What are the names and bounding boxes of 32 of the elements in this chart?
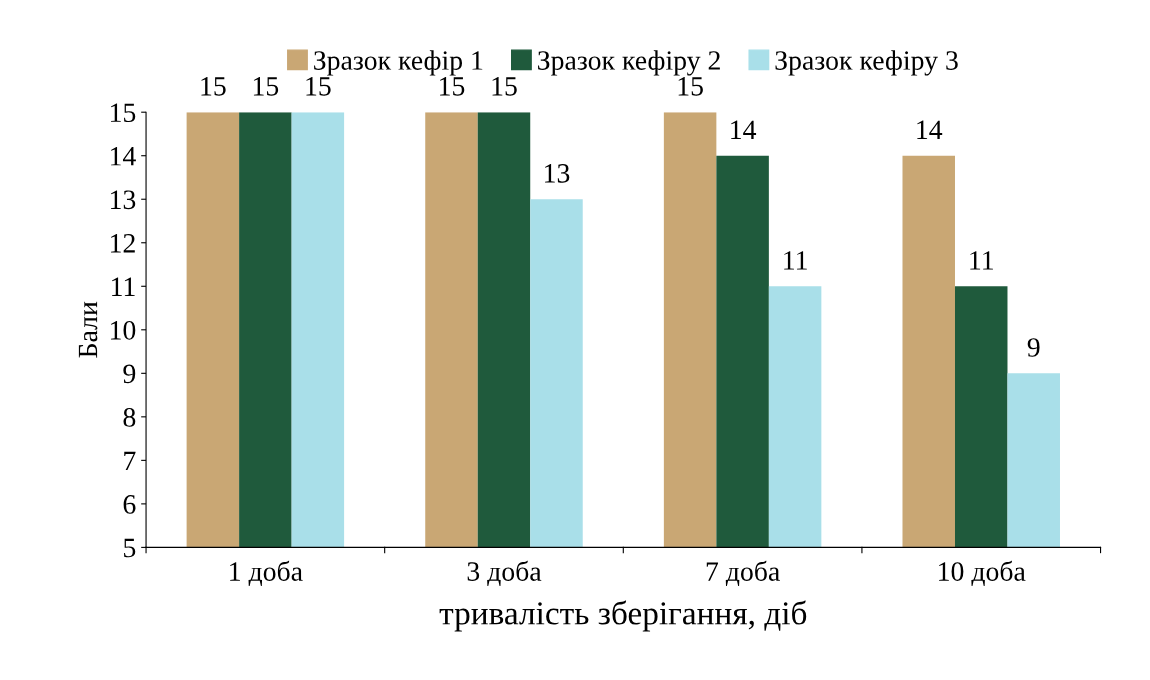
y-tick-label: 12 xyxy=(110,234,135,253)
y-tick-label: 7 xyxy=(124,451,136,470)
y-tick-label: 8 xyxy=(123,408,136,427)
data-label: 15 xyxy=(306,77,331,96)
x-tick-label: 1 доба xyxy=(230,560,303,586)
x-tick-label: 10 доба xyxy=(939,560,1026,586)
y-tick-label: 15 xyxy=(110,103,136,123)
y-tick-label: 5 xyxy=(124,538,136,558)
data-label: 15 xyxy=(253,77,279,96)
data-label: 9 xyxy=(1027,338,1040,357)
data-label: 14 xyxy=(731,120,757,139)
y-tick-label: 13 xyxy=(110,190,136,210)
data-label: 15 xyxy=(678,77,703,96)
y-tick-label: 9 xyxy=(123,364,136,384)
data-label: 13 xyxy=(545,164,570,183)
y-tick-label: 14 xyxy=(110,147,136,166)
y-axis-title: Бали xyxy=(78,301,98,358)
legend-label: Зразок кефіру 2 xyxy=(538,50,720,76)
data-label: 15 xyxy=(440,77,465,96)
data-label: 11 xyxy=(784,251,807,270)
data-label: 15 xyxy=(201,77,226,96)
x-tick-label: 7 доба xyxy=(706,560,780,586)
y-tick-label: 11 xyxy=(112,277,135,296)
x-axis-title: тривалість зберігання, діб xyxy=(439,600,807,632)
y-tick-label: 10 xyxy=(110,320,136,340)
y-tick-label: 6 xyxy=(123,495,136,514)
x-tick-label: 3 доба xyxy=(467,560,542,586)
legend-label: Зразок кефір 1 xyxy=(314,50,483,76)
data-label: 11 xyxy=(970,251,993,270)
data-label: 14 xyxy=(917,120,943,139)
legend-label: Зразок кефіру 3 xyxy=(775,50,958,76)
data-label: 15 xyxy=(492,77,517,96)
